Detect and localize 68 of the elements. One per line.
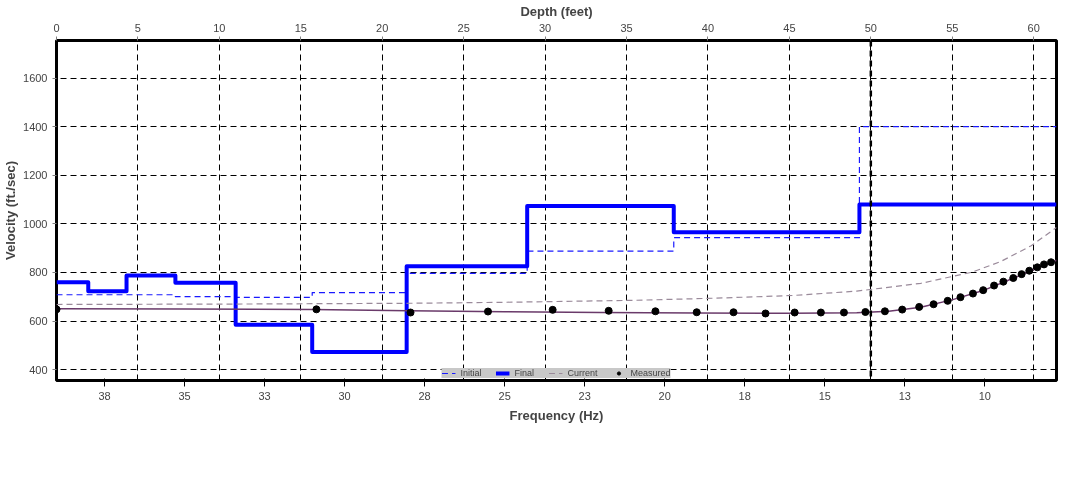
point — [1017, 270, 1026, 279]
point — [990, 281, 999, 290]
x-tick-label: 35 — [178, 389, 191, 402]
point — [761, 309, 770, 318]
y-axis-title: Velocity (ft./sec) — [3, 161, 19, 260]
x2-tick-label: 20 — [376, 21, 389, 34]
y-tick-label: 400 — [29, 363, 48, 376]
point — [929, 300, 938, 309]
x2-tick-label: 10 — [213, 21, 226, 34]
point — [406, 308, 415, 317]
x-tick-label: 33 — [258, 389, 271, 402]
y-tick-label: 800 — [29, 266, 48, 279]
point — [790, 308, 799, 317]
x2-tick-label: 45 — [783, 21, 796, 34]
x2-axis-title: Depth (feet) — [520, 3, 593, 19]
point — [692, 308, 701, 317]
point — [1025, 266, 1034, 275]
x2-tick-label: 35 — [620, 21, 633, 34]
point — [839, 308, 848, 317]
point — [548, 305, 557, 314]
point — [956, 293, 965, 302]
point — [1009, 274, 1018, 283]
x-tick-label: 30 — [338, 389, 351, 402]
legend-label: Measured — [630, 368, 671, 378]
y-tick-label: 600 — [29, 315, 48, 327]
x2-tick-label: 30 — [538, 21, 552, 34]
x-tick-label: 15 — [818, 389, 831, 402]
legend-label: Initial — [460, 368, 482, 378]
y-tick-label: 1000 — [23, 217, 48, 230]
y-tick-label: 1200 — [23, 169, 48, 182]
point — [999, 277, 1008, 286]
point — [1033, 263, 1042, 272]
point — [968, 289, 977, 298]
point — [1047, 258, 1056, 267]
point — [484, 307, 492, 316]
x-tick-label: 38 — [98, 389, 111, 402]
x-tick-label: 10 — [978, 389, 991, 402]
y-tick-label: 1400 — [23, 120, 48, 133]
point — [861, 308, 870, 317]
x2-tick-label: 0 — [53, 21, 60, 34]
point — [915, 302, 924, 311]
point — [898, 305, 907, 314]
x-tick-label: 23 — [578, 389, 591, 402]
legend-label: Current — [567, 368, 598, 378]
point — [604, 306, 613, 315]
x-tick-label: 28 — [418, 389, 431, 402]
legend-label: Final — [514, 368, 535, 378]
point — [816, 308, 825, 317]
point — [651, 307, 660, 316]
x-tick-label: 18 — [738, 389, 751, 402]
x2-tick-label: 15 — [294, 21, 307, 34]
point — [979, 286, 988, 295]
x2-tick-label: 50 — [864, 21, 877, 34]
x-tick-label: 25 — [498, 389, 511, 402]
x-tick-label: 13 — [898, 389, 911, 402]
point — [312, 305, 321, 314]
x2-tick-label: 55 — [946, 21, 959, 34]
x-tick-label: 20 — [658, 389, 671, 402]
y-tick-label: 1600 — [23, 72, 48, 85]
x2-tick-label: 25 — [457, 21, 470, 34]
x2-tick-label: 40 — [701, 21, 715, 34]
point — [1040, 260, 1049, 269]
point — [880, 307, 889, 316]
x2-tick-label: 60 — [1027, 21, 1040, 34]
x2-tick-label: 5 — [134, 21, 141, 34]
x-axis-title: Frequency (Hz) — [509, 407, 604, 423]
point — [943, 296, 952, 305]
point — [729, 308, 738, 317]
